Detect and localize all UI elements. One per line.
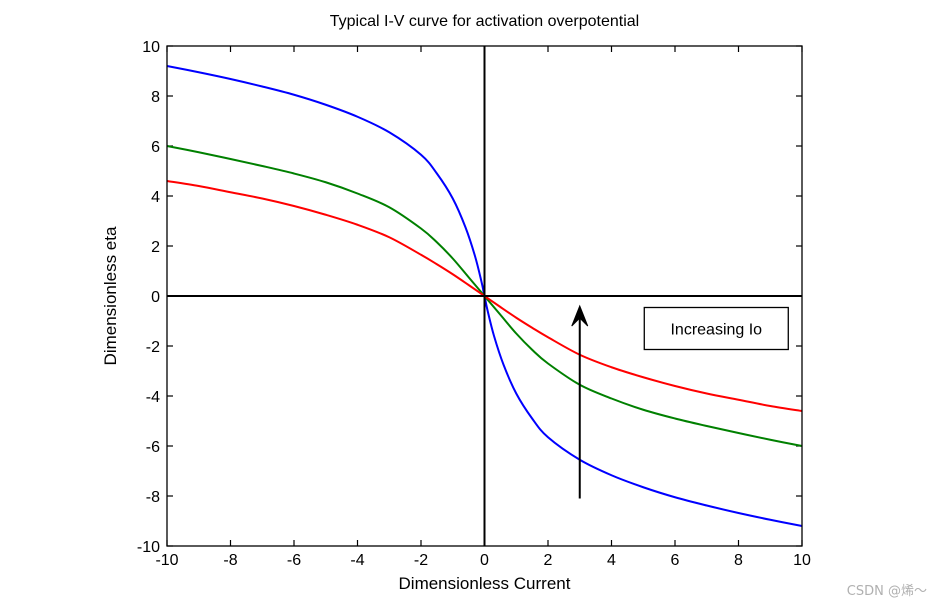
y-tick-label: 10 bbox=[142, 39, 160, 56]
x-tick-label: 0 bbox=[480, 552, 489, 569]
x-tick-label: 2 bbox=[544, 552, 553, 569]
y-tick-label: 6 bbox=[151, 139, 160, 156]
x-tick-label: 10 bbox=[793, 552, 811, 569]
x-tick-label: 8 bbox=[734, 552, 743, 569]
chart-title: Typical I-V curve for activation overpot… bbox=[330, 13, 639, 30]
annotation-box bbox=[643, 306, 789, 351]
arrow-head bbox=[571, 304, 589, 327]
y-axis-label: Dimensionless eta bbox=[101, 226, 120, 365]
y-tick-label: 0 bbox=[151, 289, 160, 306]
watermark: CSDN @烯～ bbox=[846, 584, 927, 599]
ticks-layer: -10 -8 -6 -4 -2 0 2 4 6 8 10 -10 -8 -6 -4 -2 0 2 4 6 8 10 bbox=[137, 39, 811, 569]
y-tick-label: 4 bbox=[151, 189, 160, 206]
y-tick-label: 2 bbox=[151, 239, 160, 256]
y-tick-label: -2 bbox=[146, 339, 160, 356]
y-tick-label: -10 bbox=[137, 539, 160, 556]
y-tick-label: -8 bbox=[146, 489, 160, 506]
x-tick-label: -4 bbox=[350, 552, 364, 569]
x-tick-label: -6 bbox=[287, 552, 301, 569]
increasing-io-arrow bbox=[571, 304, 589, 499]
annotation-label: Increasing Io bbox=[670, 322, 762, 339]
x-tick-label: -10 bbox=[155, 552, 178, 569]
x-axis-label: Dimensionless Current bbox=[399, 574, 571, 593]
x-tick-label: 6 bbox=[671, 552, 680, 569]
x-tick-label: -2 bbox=[414, 552, 428, 569]
y-tick-label: -6 bbox=[146, 439, 160, 456]
y-tick-label: -4 bbox=[146, 389, 160, 406]
x-tick-label: 4 bbox=[607, 552, 616, 569]
x-tick-label: -8 bbox=[223, 552, 237, 569]
y-tick-label: 8 bbox=[151, 89, 160, 106]
